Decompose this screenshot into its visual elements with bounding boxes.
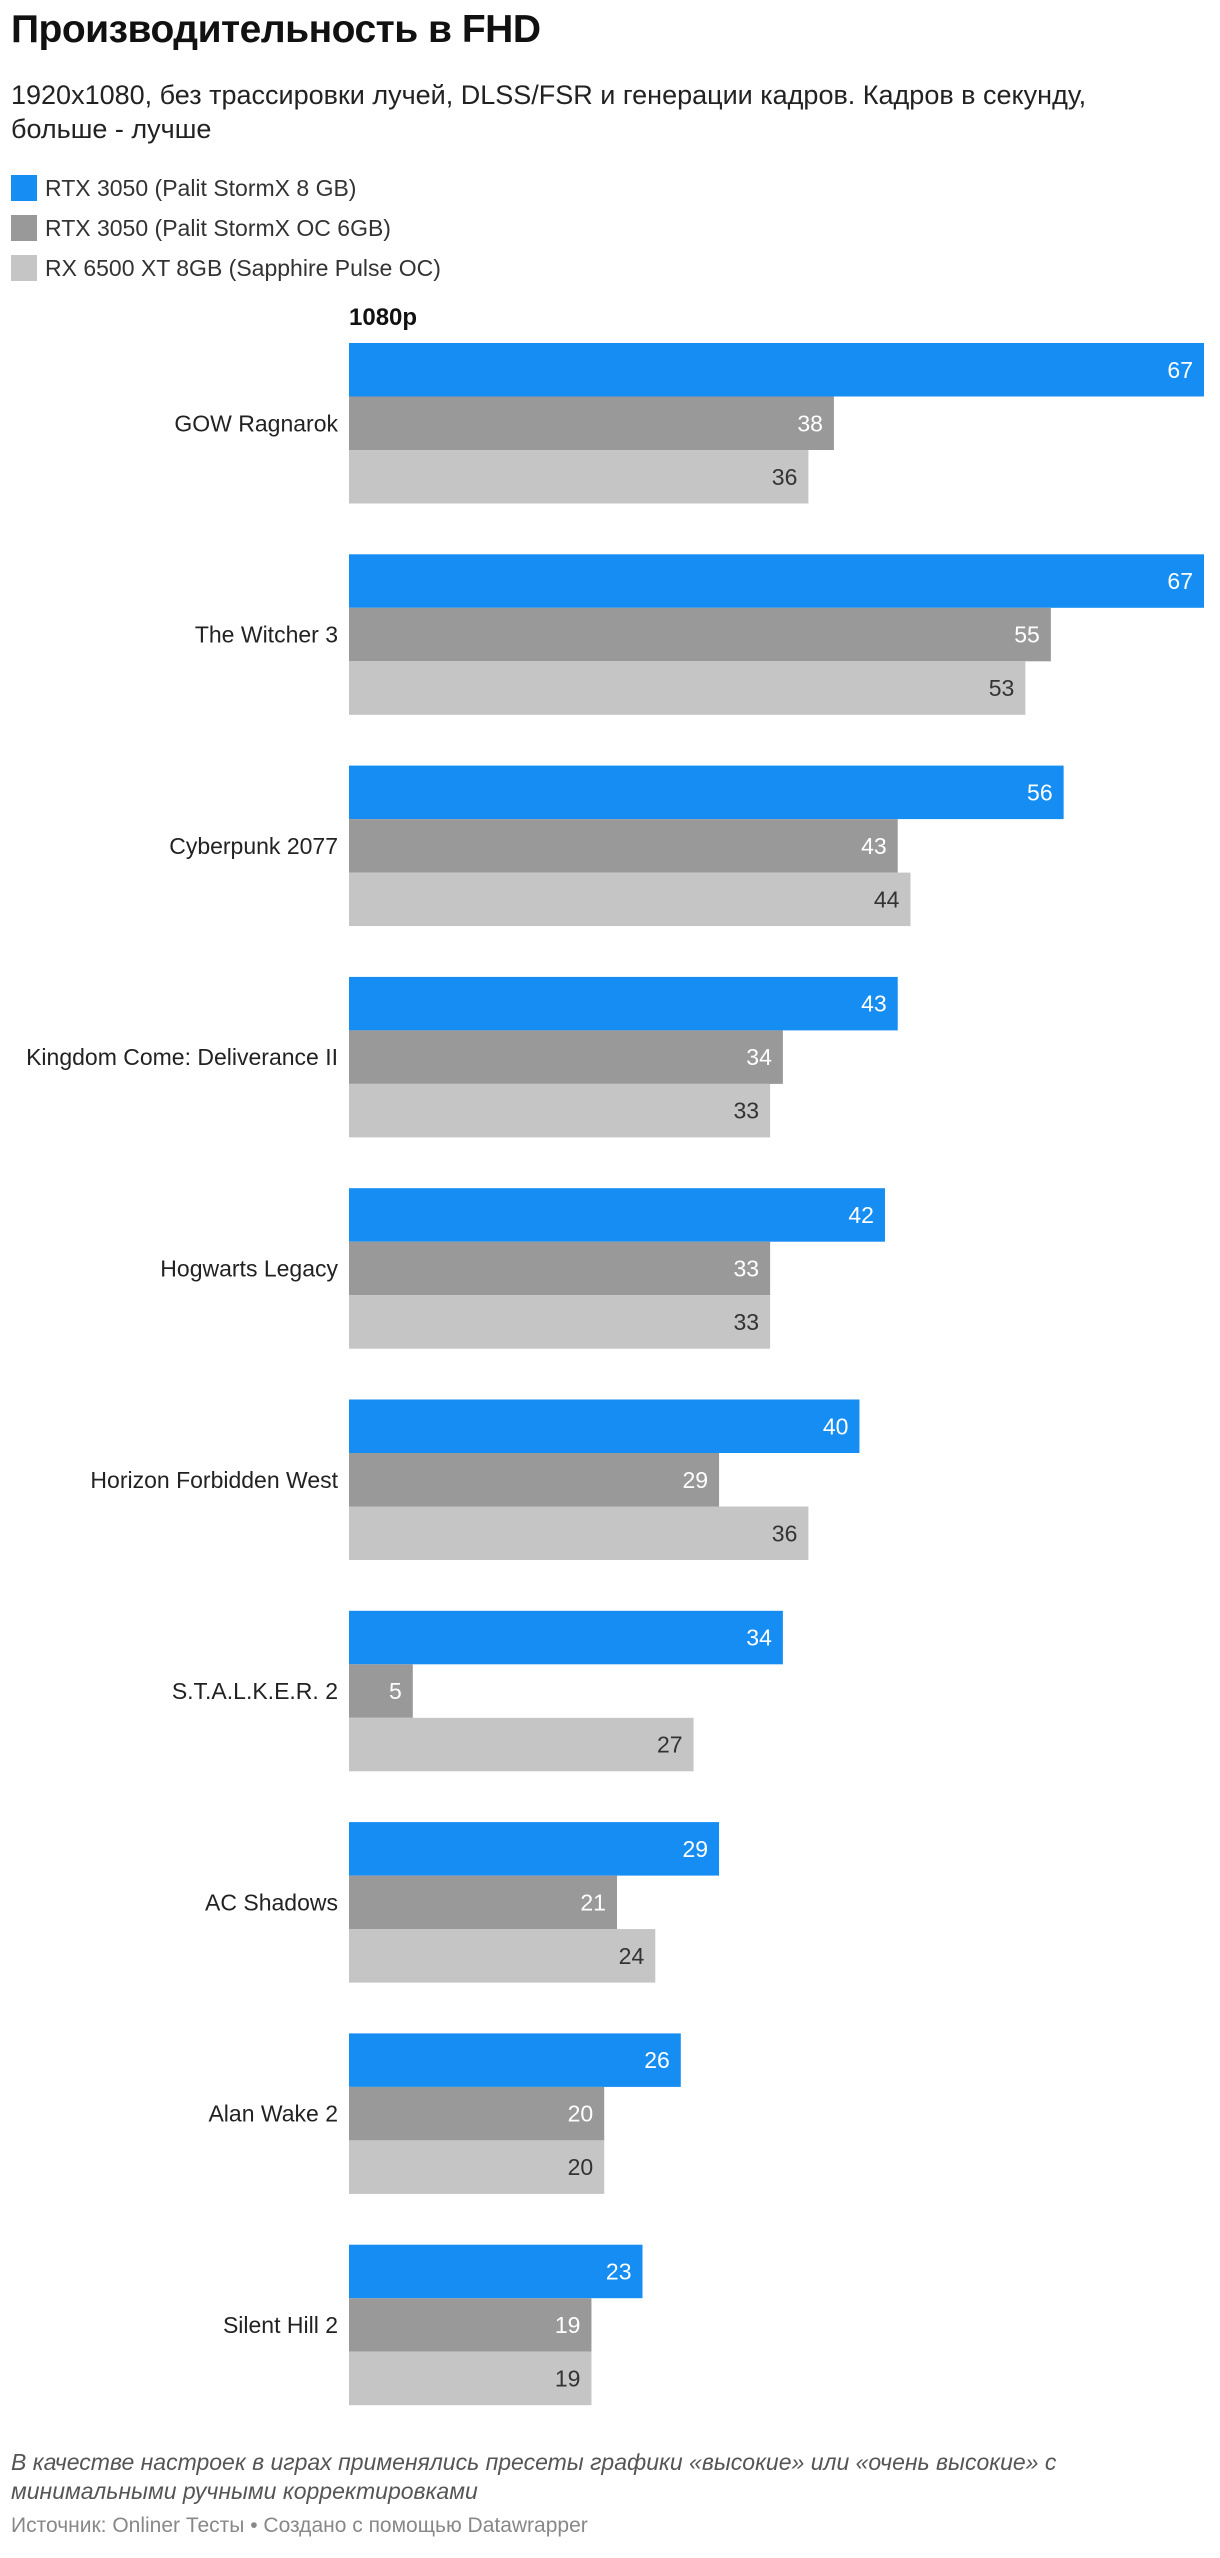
bar xyxy=(349,2086,605,2141)
bar xyxy=(349,607,1051,662)
bar-chart: GOW Ragnarok 67 38 36 The Witcher 3 67 55 53 Cyb… xyxy=(26,343,1204,2406)
bar-value-label: 20 xyxy=(568,2101,594,2127)
legend-label: RTX 3050 (Palit StormX OC 6GB) xyxy=(45,214,391,241)
category-label: S.T.A.L.K.E.R. 2 xyxy=(172,1678,338,1704)
bar xyxy=(349,765,1064,820)
bar xyxy=(349,1929,656,1983)
bar-value-label: 27 xyxy=(657,1732,683,1758)
panel-label: 1080p xyxy=(349,304,418,331)
bar-value-label: 23 xyxy=(606,2258,632,2284)
legend-item: RTX 3050 (Palit StormX 8 GB) xyxy=(11,168,441,208)
bar xyxy=(349,1030,783,1084)
legend-swatch-rx6500xt xyxy=(11,255,37,281)
category-label: AC Shadows xyxy=(205,1889,338,1915)
chart-source: Источник: Onliner Тесты • Создано с помо… xyxy=(11,2514,588,2537)
category-label: Silent Hill 2 xyxy=(223,2312,338,2338)
bar-value-label: 34 xyxy=(746,1044,772,1070)
bar-value-label: 29 xyxy=(682,1836,708,1862)
bar xyxy=(349,1664,413,1718)
chart-subtitle: 1920x1080, без трассировки лучей, DLSS/F… xyxy=(11,80,1087,144)
chart-title: Производительность в FHD xyxy=(11,8,541,51)
category-label: Alan Wake 2 xyxy=(208,2101,338,2127)
chart-note: В качестве настроек в играх применялись … xyxy=(11,2449,1057,2504)
bar xyxy=(349,1083,771,1138)
bar-value-label: 21 xyxy=(580,1889,606,1915)
bar xyxy=(349,1241,771,1296)
bar-value-label: 24 xyxy=(619,1943,645,1969)
bar-value-label: 33 xyxy=(734,1309,760,1335)
bar xyxy=(349,2033,681,2087)
bar-value-label: 34 xyxy=(746,1625,772,1651)
bar-value-label: 20 xyxy=(568,2154,594,2180)
category-label: GOW Ragnarok xyxy=(174,410,338,436)
bar xyxy=(349,661,1026,715)
bar-value-label: 55 xyxy=(1014,622,1040,648)
bar xyxy=(349,1610,783,1665)
legend-swatch-rtx3050-6gb xyxy=(11,215,37,241)
bar xyxy=(349,396,834,450)
bar-value-label: 67 xyxy=(1167,357,1193,383)
bar-value-label: 29 xyxy=(682,1467,708,1493)
category-label: Cyberpunk 2077 xyxy=(169,833,338,859)
bar xyxy=(349,1188,885,1242)
category-label: Hogwarts Legacy xyxy=(160,1255,338,1281)
bar-value-label: 44 xyxy=(874,886,900,912)
bar xyxy=(349,1399,860,1453)
bar-value-label: 43 xyxy=(861,991,887,1017)
bar-value-label: 56 xyxy=(1027,779,1053,805)
bar-value-label: 26 xyxy=(644,2047,670,2073)
bar xyxy=(349,450,809,504)
bar xyxy=(349,2298,592,2352)
bar xyxy=(349,819,898,873)
bar xyxy=(349,976,898,1031)
bar-value-label: 33 xyxy=(734,1098,760,1124)
bar-value-label: 19 xyxy=(555,2312,581,2338)
bar xyxy=(349,343,1204,397)
bar-value-label: 36 xyxy=(772,464,798,490)
legend: RTX 3050 (Palit StormX 8 GB) RTX 3050 (P… xyxy=(11,168,441,288)
bar-value-label: 53 xyxy=(989,675,1015,701)
bar xyxy=(349,2351,592,2406)
legend-label: RX 6500 XT 8GB (Sapphire Pulse OC) xyxy=(45,254,441,281)
bar xyxy=(349,1453,720,1507)
legend-item: RX 6500 XT 8GB (Sapphire Pulse OC) xyxy=(11,248,441,288)
bar-value-label: 36 xyxy=(772,1520,798,1546)
bar xyxy=(349,872,911,927)
bar xyxy=(349,2140,605,2194)
bar xyxy=(349,1822,720,1876)
bar xyxy=(349,1717,694,1772)
category-label: Horizon Forbidden West xyxy=(90,1467,338,1493)
bar-value-label: 5 xyxy=(389,1678,402,1704)
legend-swatch-rtx3050-8gb xyxy=(11,175,37,201)
category-label: Kingdom Come: Deliverance II xyxy=(26,1044,338,1070)
bar xyxy=(349,1875,617,1930)
bar xyxy=(349,1506,809,1560)
legend-item: RTX 3050 (Palit StormX OC 6GB) xyxy=(11,208,441,248)
bar-value-label: 19 xyxy=(555,2365,581,2391)
bar-value-label: 33 xyxy=(734,1255,760,1281)
category-label: The Witcher 3 xyxy=(195,622,338,648)
bar xyxy=(349,1295,771,1349)
bar-value-label: 43 xyxy=(861,833,887,859)
bar-value-label: 42 xyxy=(848,1202,874,1228)
bar xyxy=(349,554,1204,608)
bar-value-label: 40 xyxy=(823,1413,849,1439)
bar-value-label: 38 xyxy=(797,410,823,436)
legend-label: RTX 3050 (Palit StormX 8 GB) xyxy=(45,174,357,201)
bar xyxy=(349,2244,643,2299)
bar-value-label: 67 xyxy=(1167,568,1193,594)
